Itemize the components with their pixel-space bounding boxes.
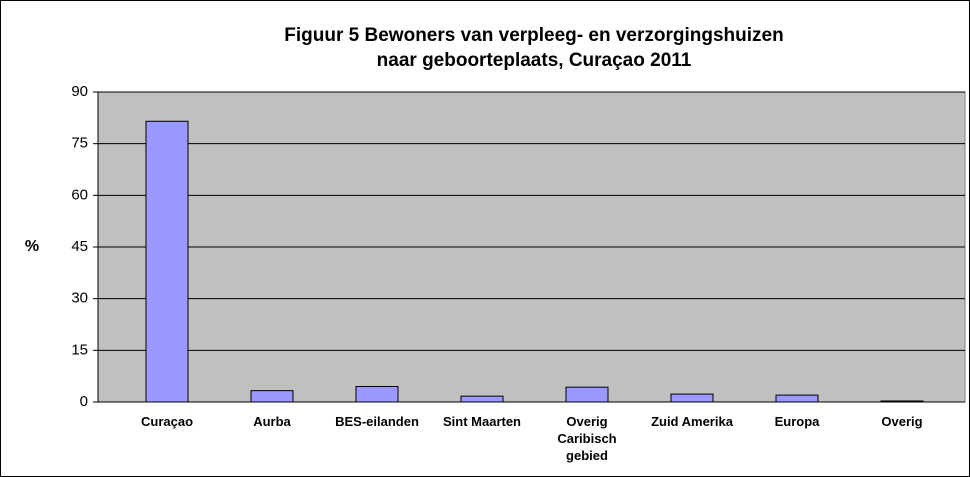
bar <box>775 394 819 403</box>
x-tick-label: Curaçao <box>140 414 194 429</box>
bar <box>670 393 714 403</box>
y-tick-label: 15 <box>71 341 88 358</box>
y-tick-label: 60 <box>71 186 88 203</box>
y-tick-label: 0 <box>80 393 88 410</box>
bar <box>460 395 504 403</box>
x-tick-label: Overig Caribisch gebied <box>557 414 617 463</box>
bar <box>355 386 399 403</box>
y-tick-label: 45 <box>71 238 88 255</box>
x-tick-label: BES-eilanden <box>335 414 419 429</box>
x-tick-label: Aurba <box>253 414 291 429</box>
bar <box>250 390 294 403</box>
bar <box>145 120 189 403</box>
bar <box>565 386 609 403</box>
x-tick-label: Europa <box>774 414 820 429</box>
x-tick-label: Zuid Amerika <box>651 414 733 429</box>
chart-title: naar geboorteplaats, Curaçao 2011 <box>377 50 692 71</box>
bar <box>880 400 924 403</box>
y-axis-label: % <box>25 238 39 255</box>
chart-title: Figuur 5 Bewoners van verpleeg- en verzo… <box>284 25 783 46</box>
x-tick-label: Overig <box>881 414 923 429</box>
y-tick-label: 75 <box>71 135 88 152</box>
x-tick-label: Sint Maarten <box>442 414 521 429</box>
y-tick-label: 90 <box>71 83 88 100</box>
y-tick-label: 30 <box>71 290 88 307</box>
